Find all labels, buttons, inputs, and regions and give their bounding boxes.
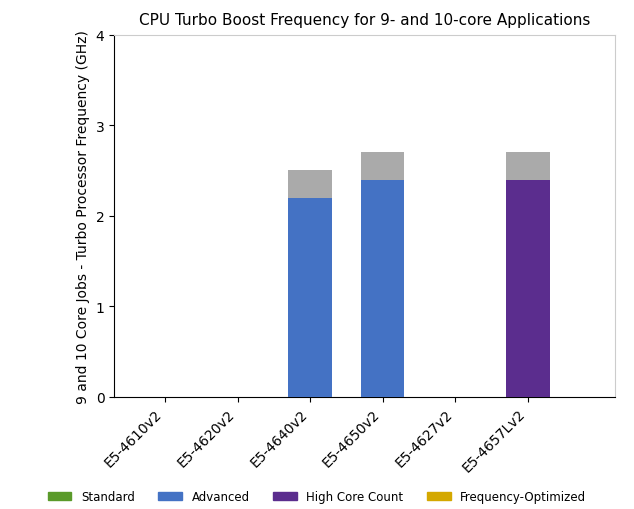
- Bar: [361, 153, 404, 180]
- Bar: [506, 180, 550, 397]
- Bar: [288, 198, 332, 397]
- Bar: [361, 180, 404, 397]
- Legend: Standard, Advanced, High Core Count, Frequency-Optimized: Standard, Advanced, High Core Count, Fre…: [43, 486, 591, 508]
- Bar: [288, 171, 332, 198]
- Title: CPU Turbo Boost Frequency for 9- and 10-core Applications: CPU Turbo Boost Frequency for 9- and 10-…: [139, 13, 590, 27]
- Y-axis label: 9 and 10 Core Jobs - Turbo Processor Frequency (GHz): 9 and 10 Core Jobs - Turbo Processor Fre…: [76, 30, 90, 403]
- Bar: [506, 153, 550, 180]
